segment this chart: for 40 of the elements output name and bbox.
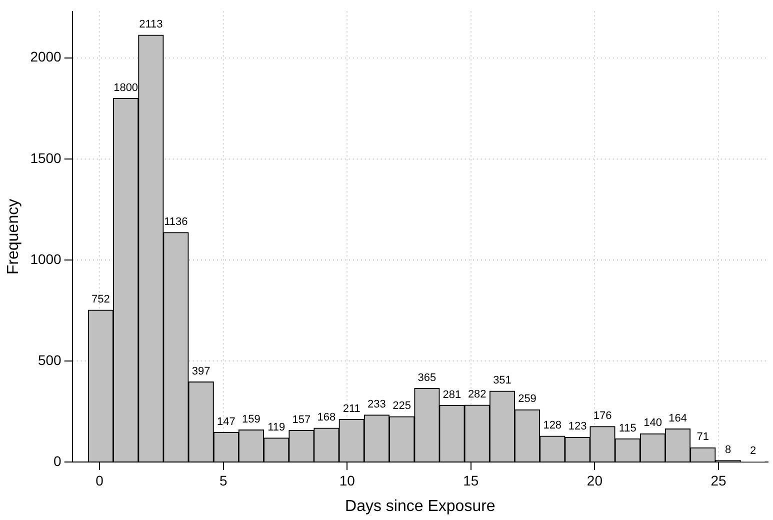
data-label: 351 [493,374,512,387]
x-tick-label: 0 [96,472,104,488]
data-label: 397 [192,365,210,378]
data-label: 159 [242,413,260,426]
data-label: 119 [268,421,286,434]
data-label: 123 [568,420,587,433]
x-tick-label: 15 [463,472,479,488]
y-tick-label: 1000 [30,250,62,267]
data-label: 225 [392,400,412,412]
x-axis-title: Days since Exposure [345,498,496,515]
data-label: 211 [342,402,360,415]
x-tick-label: 20 [586,472,603,488]
data-label: 281 [442,388,462,401]
data-label: 233 [368,398,386,410]
y-tick-label: 2000 [30,48,62,65]
data-label: 1136 [164,216,188,228]
data-label: 1800 [114,82,138,94]
x-tick-label: 5 [219,472,228,488]
data-label: 115 [618,422,636,434]
y-tick-label: 500 [38,352,62,368]
data-label: 140 [644,417,662,430]
y-tick-label: 1500 [30,150,62,166]
data-label: 128 [543,420,562,432]
data-label: 8 [724,444,732,456]
x-tick-label: 10 [339,472,356,488]
data-label: 71 [696,431,710,444]
x-tick-label: 25 [710,472,726,488]
data-label: 282 [468,388,486,401]
data-label: 164 [668,412,687,424]
y-tick-label: 0 [54,452,62,469]
data-label: 147 [217,416,236,428]
data-label: 157 [292,414,311,426]
data-label: 752 [92,294,110,306]
data-label: 176 [593,410,612,422]
data-label: 2 [750,445,756,458]
data-label: 259 [518,393,536,406]
y-axis-title: Frequency [5,198,22,274]
data-label: 168 [317,412,336,424]
data-label: 365 [418,372,436,384]
data-label: 2113 [139,18,163,31]
